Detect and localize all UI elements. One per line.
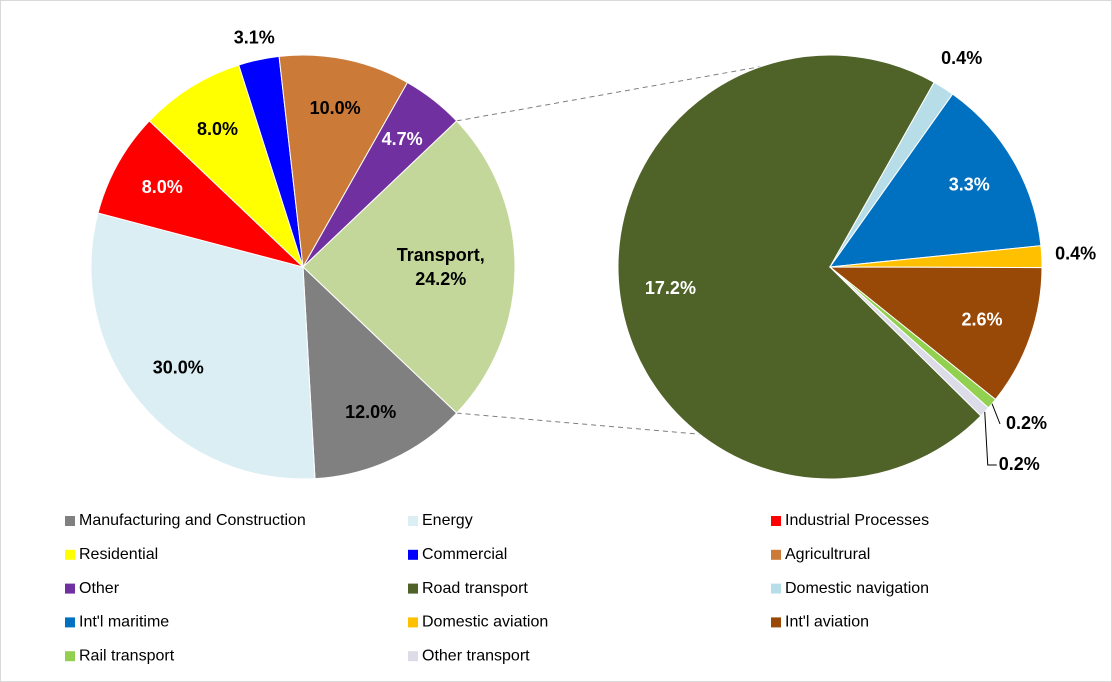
pie-slice [302,265,458,480]
legend-swatch [65,583,75,594]
legend-label: Int'l aviation [785,614,869,631]
data-label: 10.0% [310,98,361,118]
legend-swatch [771,583,781,594]
legend-swatch [65,516,75,526]
legend-label: Rail transport [79,647,175,664]
data-label: 30.0% [153,358,204,378]
pie-slice [278,54,409,269]
legend-swatch [65,549,75,560]
data-label: 17.2% [645,278,696,298]
data-label: 12.0% [345,402,396,422]
group-label: Transport, 24.2% [396,245,485,289]
legend-label: Other [79,580,120,597]
legend-label: Energy [422,512,473,529]
connector-line [456,412,930,455]
pie-slice [97,120,304,268]
data-label: 3.3% [949,175,990,195]
legend-label: Road transport [422,580,528,597]
legend-label: Manufacturing and Construction [79,512,306,529]
connector-line [456,66,762,122]
pie-slice [148,64,304,268]
legend-label: Int'l maritime [79,614,169,631]
legend-label: Residential [79,546,158,563]
pie-slice [617,54,982,480]
legend-swatch [771,549,781,560]
legend-label: Commercial [422,546,507,563]
pie-slice [828,266,1043,401]
pie-slice [302,120,516,414]
data-label: 2.6% [961,309,1002,329]
data-label: 4.7% [382,129,423,149]
data-label: 0.4% [1055,244,1096,264]
legend-label: Domestic aviation [422,614,548,631]
data-label: 0.2% [999,454,1040,474]
data-label: 8.0% [197,119,238,139]
pie-slice [828,93,1042,268]
legend-label: Industrial Processes [785,512,929,529]
legend-swatch [65,651,75,662]
legend-label: Agricultrural [785,546,870,563]
legend-swatch [408,549,418,560]
legend-swatch [408,617,418,628]
legend-swatch [408,516,418,526]
legend-label: Other transport [422,647,530,664]
pie-slice [302,81,458,268]
leader-line [984,411,997,466]
pie-slice [829,266,990,417]
legend-swatch [65,617,75,628]
legend-swatch [771,617,781,628]
data-label: 8.0% [142,177,183,197]
leader-line [991,403,1001,425]
data-label: 0.4% [941,48,982,68]
data-label: 0.2% [1006,413,1047,433]
legend-swatch [408,583,418,594]
legend-label: Domestic navigation [785,580,929,597]
pie-slice [90,212,316,480]
data-label: 3.1% [234,28,275,48]
legend-swatch [408,651,418,662]
legend-swatch [771,516,781,526]
